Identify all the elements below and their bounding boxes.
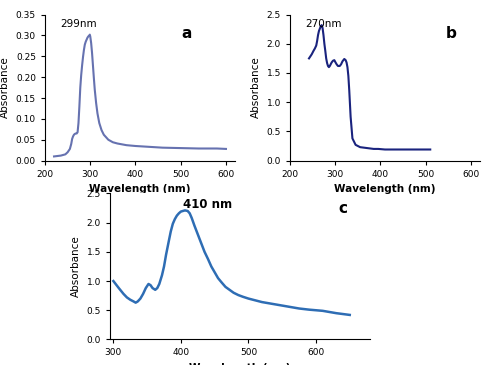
Y-axis label: Absorbance: Absorbance (71, 235, 81, 297)
Text: 270nm: 270nm (305, 19, 342, 29)
Text: 410 nm: 410 nm (183, 198, 232, 211)
Text: a: a (182, 26, 192, 41)
Y-axis label: Absorbance: Absorbance (0, 57, 10, 119)
Text: b: b (446, 26, 456, 41)
X-axis label: Wavelength (nm): Wavelength (nm) (189, 363, 291, 365)
Text: 299nm: 299nm (60, 19, 97, 29)
X-axis label: Wavelength (nm): Wavelength (nm) (89, 184, 191, 194)
Y-axis label: Absorbance: Absorbance (251, 57, 261, 119)
X-axis label: Wavelength (nm): Wavelength (nm) (334, 184, 436, 194)
Text: c: c (339, 201, 348, 216)
